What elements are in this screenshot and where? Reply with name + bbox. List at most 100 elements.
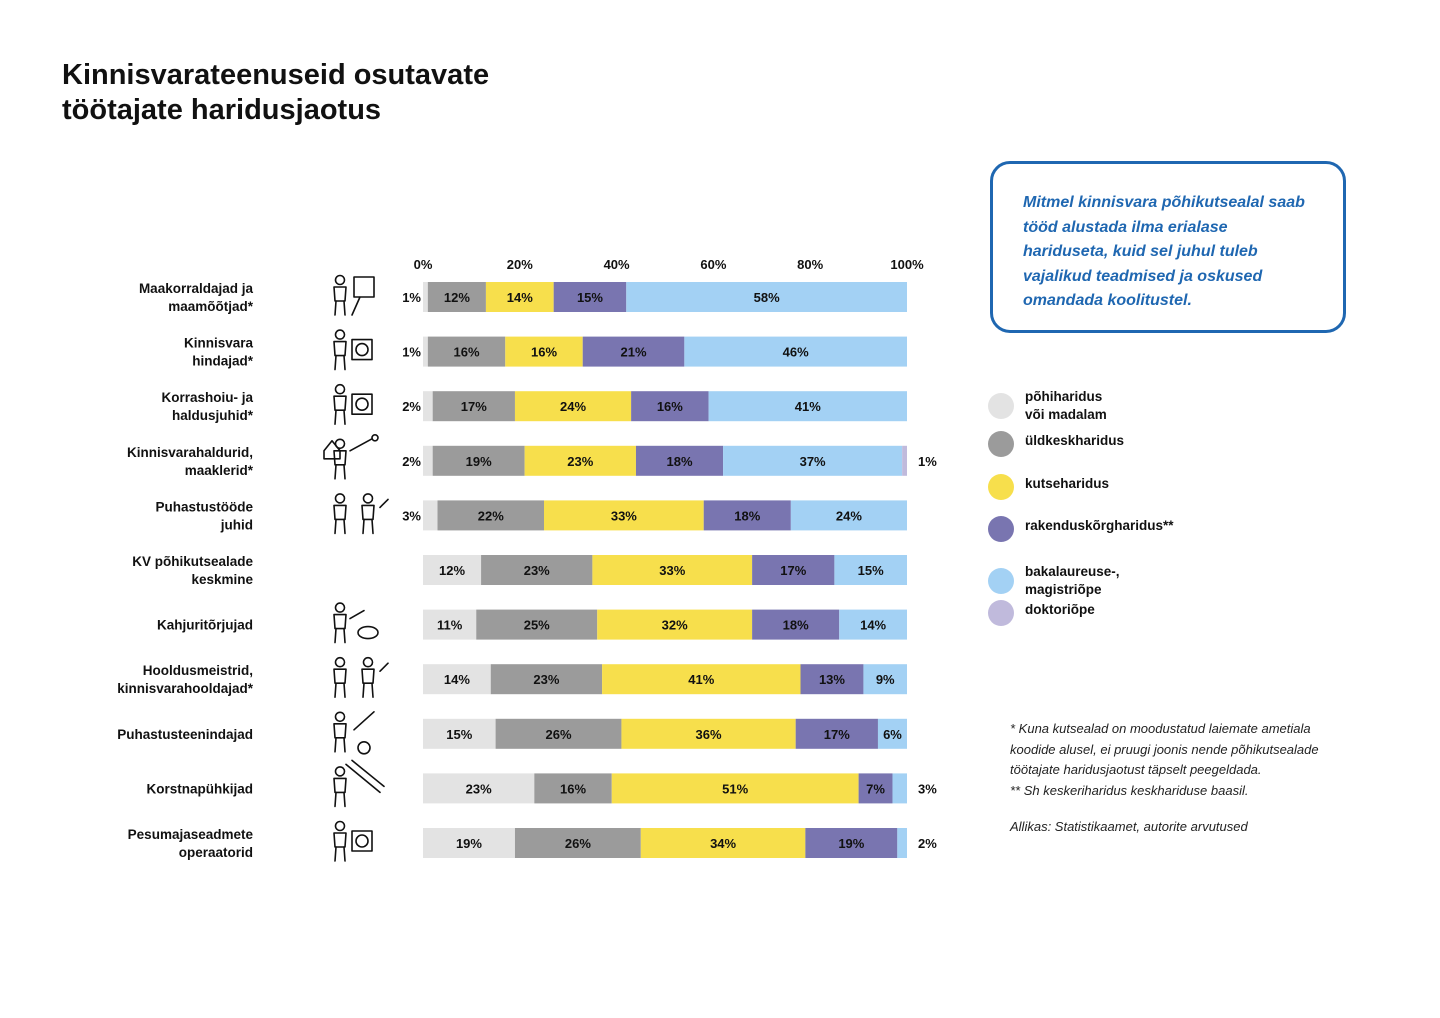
bar-segment [602, 664, 801, 695]
data-label: 16% [560, 781, 586, 796]
bar-segment [485, 282, 554, 312]
info-note-text: Mitmel kinnisvara põhikutsealal saab töö… [1023, 194, 1305, 309]
x-tick-label: 40% [604, 257, 630, 272]
bar-segment [635, 445, 724, 476]
bar-segment [544, 500, 704, 531]
bar-segment [684, 336, 907, 367]
bar-segment [626, 282, 907, 312]
bar-segment [423, 718, 496, 749]
data-label: 26% [546, 727, 572, 742]
bar-segment [514, 391, 632, 422]
data-label: 21% [621, 345, 647, 360]
bar-segment [752, 555, 835, 585]
x-tick-label: 60% [700, 257, 726, 272]
data-label: 58% [754, 290, 780, 305]
legend-swatch [988, 568, 1014, 594]
row-label: Pesumajaseadmete operaatorid [128, 827, 254, 860]
legend-label: bakalaureuse-, magistriõpe [1025, 564, 1120, 597]
bar-segment [703, 500, 791, 531]
bar-segment [834, 555, 907, 585]
footnotes: * Kuna kutsealad on moodustatud laiemate… [1010, 719, 1330, 838]
bar-segment [437, 500, 544, 531]
bar-segment [476, 609, 598, 640]
bar-segment [805, 828, 898, 858]
data-label: 23% [533, 672, 559, 687]
data-label: 41% [795, 399, 821, 414]
data-label: 25% [524, 618, 550, 633]
x-tick-label: 0% [414, 257, 433, 272]
data-label: 18% [734, 508, 760, 523]
row-label: Korrashoiu- ja haldusjuhid* [161, 390, 253, 423]
bar-segment [863, 664, 907, 695]
bar-segment [640, 828, 806, 858]
row-label: KV põhikutsealade keskmine [132, 554, 253, 587]
data-label: 11% [437, 618, 463, 633]
data-label: 15% [858, 563, 884, 578]
bar-segment [514, 828, 641, 858]
laundry-operator-icon [333, 820, 373, 862]
data-label: 33% [659, 563, 685, 578]
bar-segment [592, 555, 753, 585]
bar-segment [752, 609, 840, 640]
legend-swatch [988, 600, 1014, 626]
row-label: Korstnapühkijad [146, 781, 253, 796]
data-label: 33% [611, 508, 637, 523]
data-label: 14% [444, 672, 470, 687]
legend-label: põhiharidus või madalam [1025, 389, 1107, 422]
bar-segment [534, 773, 612, 804]
bar-segment [490, 664, 603, 695]
legend-swatch [988, 516, 1014, 542]
data-label: 2% [402, 399, 421, 414]
cleaner-icon [333, 711, 375, 755]
bar-segment [432, 391, 515, 422]
row-label: Kahjuritõrjujad [157, 618, 253, 633]
footnote-2: ** Sh keskeriharidus keskhariduse baasil… [1010, 782, 1249, 798]
bar-segment [708, 391, 907, 422]
data-label: 32% [662, 618, 688, 633]
bar-segment [611, 773, 859, 804]
legend-label: kutseharidus [1025, 476, 1110, 491]
row-label: Puhastustööde juhid [155, 499, 253, 532]
data-label: 3% [918, 781, 937, 796]
data-label: 3% [402, 508, 421, 523]
chart-title-line-1: Kinnisvarateenuseid osutavate [62, 59, 490, 91]
data-label: 17% [824, 727, 850, 742]
data-label: 41% [688, 672, 714, 687]
legend-label: doktoriõpe [1025, 602, 1095, 617]
x-tick-label: 20% [507, 257, 533, 272]
bar-segment [877, 718, 907, 749]
bar-segment [505, 336, 583, 367]
data-label: 22% [478, 508, 504, 523]
legend-swatch [988, 474, 1014, 500]
data-label: 17% [780, 563, 806, 578]
data-label: 2% [918, 836, 937, 851]
bar-segment [902, 445, 907, 476]
bar-segment [423, 336, 428, 367]
source-note: Allikas: Statistikaamet, autorite arvutu… [1010, 819, 1248, 834]
bar-segment [423, 828, 515, 858]
bar-segment [858, 773, 893, 804]
data-label: 51% [722, 781, 748, 796]
row-label: Kinnisvara hindajad* [184, 336, 254, 369]
bar-segment [892, 773, 907, 804]
bar-segment [621, 718, 796, 749]
data-label: 6% [883, 727, 902, 742]
bar-segment [795, 718, 878, 749]
bar-segment [495, 718, 622, 749]
bar-segment [423, 773, 535, 804]
maintenance-worker-icon [333, 656, 389, 698]
data-label: 24% [836, 508, 862, 523]
row-label: Puhastusteenindajad [117, 727, 253, 742]
bar-segment [423, 555, 482, 585]
data-label: 13% [819, 672, 845, 687]
data-label: 18% [667, 454, 693, 469]
data-label: 12% [444, 290, 470, 305]
bar-segment [524, 445, 636, 476]
data-label: 16% [531, 345, 557, 360]
bar-segment [427, 336, 506, 367]
data-label: 24% [560, 399, 586, 414]
data-label: 1% [402, 345, 421, 360]
data-label: 19% [466, 454, 492, 469]
legend-swatch [988, 431, 1014, 457]
data-label: 1% [402, 290, 421, 305]
